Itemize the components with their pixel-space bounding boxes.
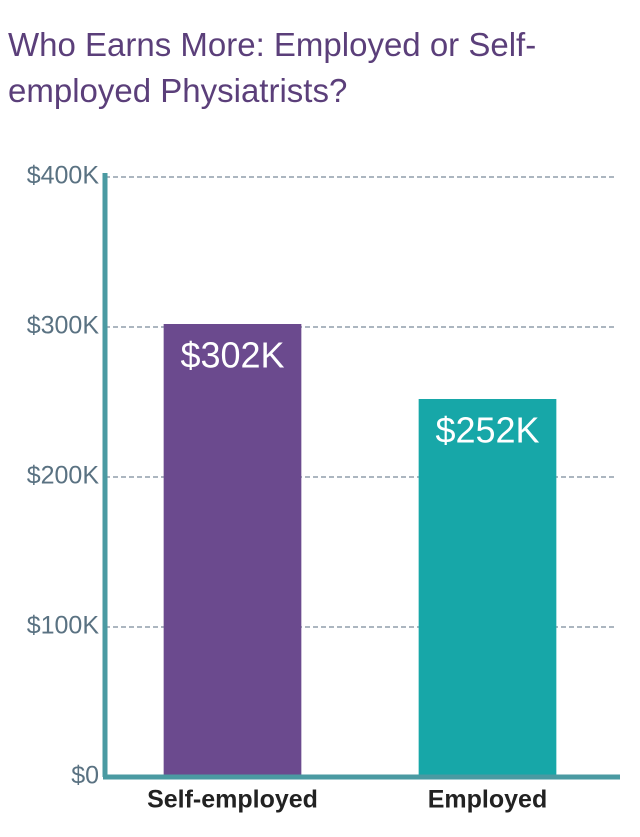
bar [163, 324, 302, 777]
value-label: $302K [180, 335, 284, 376]
value-label: $252K [435, 410, 539, 451]
x-tick-label: Self-employed [147, 786, 318, 814]
bar [418, 399, 557, 777]
y-tick-label: $400K [27, 162, 100, 190]
y-tick-label: $0 [71, 762, 99, 790]
x-tick-label: Employed [428, 786, 547, 814]
y-tick-label: $300K [27, 312, 100, 340]
y-tick-label: $100K [27, 612, 100, 640]
y-tick-label: $200K [27, 462, 100, 490]
chart-title: Who Earns More: Employed or Self-employe… [8, 26, 537, 109]
